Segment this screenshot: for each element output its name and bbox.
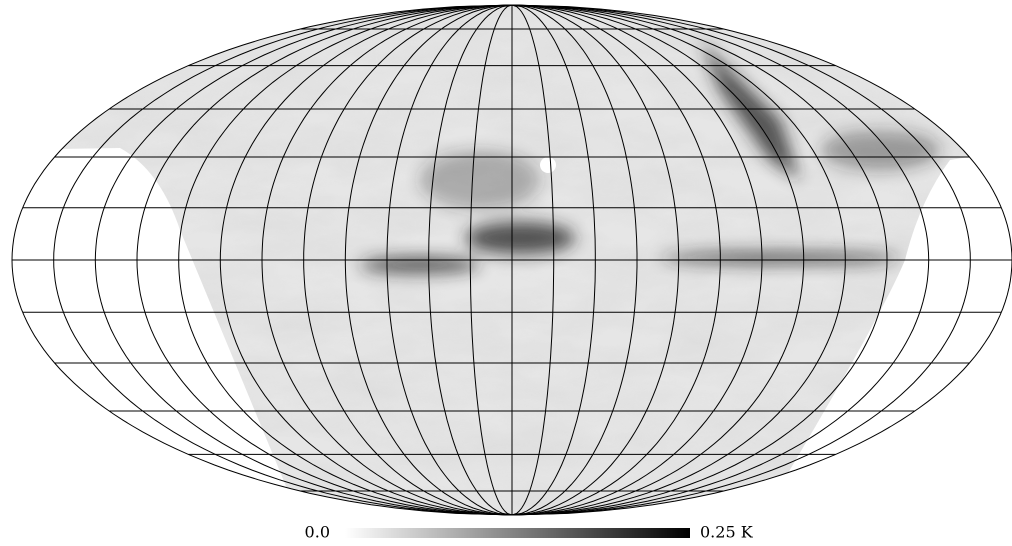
colorbar-min-label: 0.0 [305, 523, 330, 542]
meridian [511, 4, 1012, 516]
colorbar-gradient [345, 528, 690, 538]
colorbar-max-label: 0.25 K [700, 523, 754, 542]
graticule [11, 4, 1012, 516]
colorbar [345, 528, 690, 538]
